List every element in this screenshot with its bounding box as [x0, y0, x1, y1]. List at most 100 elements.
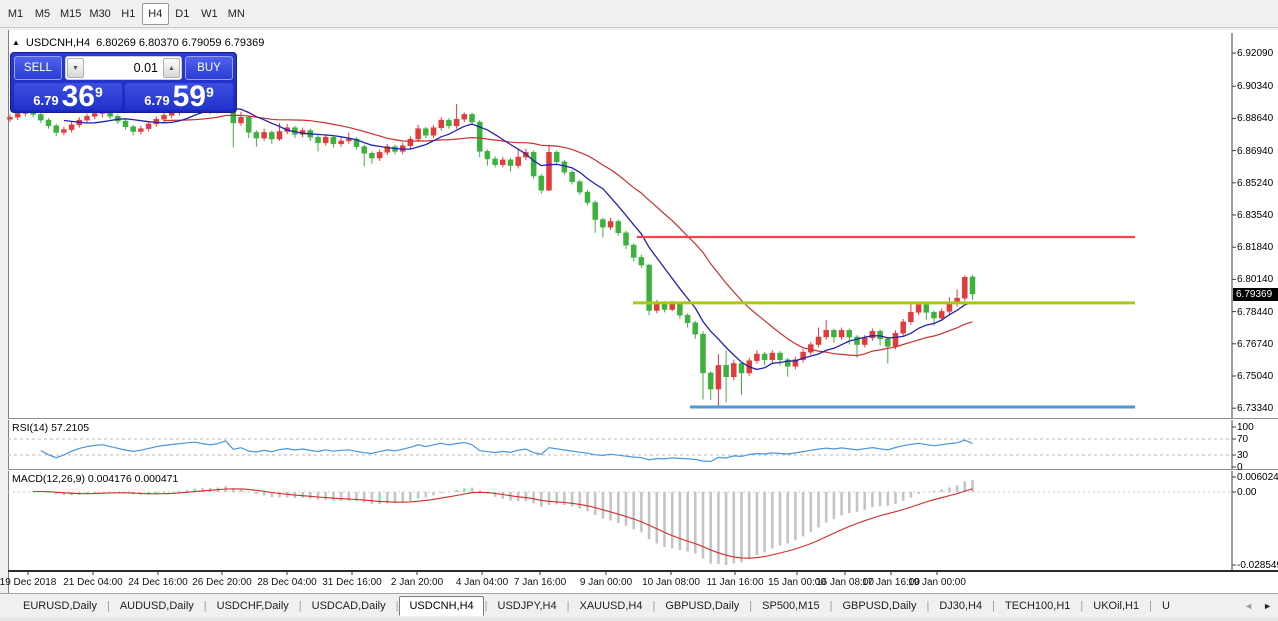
- tab-GBPUSD-Daily[interactable]: GBPUSD,Daily: [665, 599, 740, 612]
- time-axis-label: 21 Dec 04:00: [63, 577, 123, 588]
- buy-price-tile[interactable]: 6.79 59 9: [125, 79, 233, 113]
- time-axis-label: 4 Jan 04:00: [455, 577, 509, 588]
- tab-TECH100-H1[interactable]: TECH100,H1: [1004, 599, 1071, 612]
- price-axis-label: 6.86940: [1237, 145, 1274, 157]
- price-axis-label: 6.73340: [1237, 403, 1274, 415]
- sell-price-sup: 9: [94, 84, 103, 100]
- tab-separator: |: [1149, 599, 1152, 612]
- price-axis-label: 6.81840: [1237, 242, 1274, 254]
- tab-separator: |: [992, 599, 995, 612]
- tab-UKOil-H1[interactable]: UKOil,H1: [1093, 599, 1140, 612]
- rsi-splitter[interactable]: [8, 418, 1278, 420]
- macd-axis-label: -0.028549: [1237, 560, 1278, 571]
- chart-window[interactable]: [8, 30, 1278, 593]
- sell-price-big: 36: [61, 79, 95, 113]
- tab-scroll-right-icon[interactable]: ►: [1263, 600, 1272, 611]
- price-axis-label: 6.85240: [1237, 177, 1274, 189]
- timeframe-button-W1[interactable]: W1: [201, 7, 218, 20]
- tab-scroll-controls: ◄ ►: [1244, 601, 1272, 611]
- buy-price-big: 59: [172, 79, 206, 113]
- chart-header: ▲ USDCNH,H4 6.80269 6.80370 6.79059 6.79…: [12, 37, 264, 49]
- tab-list: EURUSD,Daily | AUDUSD,Daily | USDCHF,Daily | U…: [14, 595, 1179, 616]
- rsi-axis-label: 100: [1237, 422, 1254, 433]
- tab-SP500-M15[interactable]: SP500,M15: [762, 599, 820, 612]
- time-axis-label: 19 Jan 00:00: [908, 577, 966, 588]
- time-axis-label: 9 Jan 00:00: [579, 577, 633, 588]
- tab-XAUUSD-H4[interactable]: XAUUSD,H4: [579, 599, 643, 612]
- tab-separator: |: [749, 599, 753, 612]
- buy-button[interactable]: BUY: [185, 56, 233, 80]
- tab-U[interactable]: U: [1161, 599, 1170, 612]
- time-axis-label: 17 Jan 16:00: [862, 577, 920, 588]
- tab-scroll-left-icon[interactable]: ◄: [1244, 600, 1254, 611]
- tab-DJ30-H4[interactable]: DJ30,H4: [939, 599, 983, 612]
- price-axis-label: 6.88640: [1237, 113, 1274, 125]
- timeframe-button-MN[interactable]: MN: [227, 7, 245, 20]
- sell-price-small: 6.79: [33, 93, 59, 108]
- tab-USDJPY-H4[interactable]: USDJPY,H4: [497, 599, 557, 612]
- tab-USDCNH-H4[interactable]: USDCNH,H4: [399, 595, 484, 616]
- sell-button[interactable]: SELL: [14, 56, 62, 80]
- tab-GBPUSD-Daily[interactable]: GBPUSD,Daily: [842, 599, 917, 612]
- timeframe-toolbar: M1 M5 M15 M30 H1 H4 D1 W1 MN: [0, 0, 1278, 28]
- tab-AUDUSD-Daily[interactable]: AUDUSD,Daily: [119, 599, 194, 612]
- time-axis-label: 26 Dec 20:00: [192, 577, 252, 588]
- window-bottom-edge: [0, 617, 1278, 621]
- tab-separator: |: [395, 599, 399, 612]
- time-axis-label: 10 Jan 08:00: [642, 577, 700, 588]
- tab-separator: |: [829, 599, 833, 612]
- rsi-axis-label: 70: [1237, 434, 1249, 445]
- tab-EURUSD-Daily[interactable]: EURUSD,Daily: [23, 599, 97, 612]
- time-axis-label: 28 Dec 04:00: [257, 577, 317, 588]
- time-axis-label: 24 Dec 16:00: [128, 577, 188, 588]
- macd-axis-label: 0.00: [1237, 487, 1257, 498]
- time-axis-label: 19 Dec 2018: [0, 577, 57, 588]
- price-axis-label: 6.78440: [1237, 306, 1274, 318]
- buy-price-small: 6.79: [144, 93, 170, 108]
- macd-splitter[interactable]: [8, 469, 1278, 471]
- price-axis-label: 6.75040: [1237, 370, 1274, 382]
- current-price-badge: 6.79369: [1233, 288, 1278, 301]
- tab-USDCAD-Daily[interactable]: USDCAD,Daily: [311, 599, 386, 612]
- tab-separator: |: [106, 599, 110, 612]
- volume-decrease-icon[interactable]: ▼: [67, 58, 84, 78]
- price-axis-label: 6.92090: [1237, 48, 1274, 60]
- price-axis-label: 6.80140: [1237, 274, 1274, 286]
- macd-label: MACD(12,26,9) 0.004176 0.000471: [12, 473, 179, 485]
- buy-price-sup: 9: [205, 84, 214, 100]
- chart-ohlc: 6.80269 6.80370 6.79059 6.79369: [96, 37, 265, 49]
- tab-separator: |: [484, 599, 488, 612]
- rsi-label: RSI(14) 57.2105: [12, 422, 90, 434]
- tab-separator: |: [203, 599, 207, 612]
- rsi-axis-label: 30: [1237, 450, 1249, 461]
- timeframe-button-M30[interactable]: M30: [89, 7, 111, 20]
- time-axis-label: 31 Dec 16:00: [322, 577, 382, 588]
- sell-price-tile[interactable]: 6.79 36 9: [14, 79, 122, 113]
- chart-title: USDCNH,H4: [25, 37, 91, 49]
- volume-input[interactable]: 0.01: [133, 61, 158, 75]
- timeframe-button-D1[interactable]: D1: [175, 7, 190, 20]
- timeframe-button-M5[interactable]: M5: [34, 7, 51, 20]
- tab-separator: |: [926, 599, 930, 612]
- tab-separator: |: [1080, 599, 1084, 612]
- timeframe-button-H1[interactable]: H1: [121, 7, 136, 20]
- chart-tab-bar: EURUSD,Daily | AUDUSD,Daily | USDCHF,Daily | U…: [0, 593, 1278, 617]
- one-click-trade-panel: SELL ▼ 0.01 ▲ BUY 6.79 36 9 6.79 59 9: [10, 52, 237, 113]
- timeframe-button-M1[interactable]: M1: [7, 7, 24, 20]
- tab-separator: |: [566, 599, 570, 612]
- collapse-icon[interactable]: ▲: [12, 37, 20, 47]
- tab-separator: |: [652, 599, 656, 612]
- price-axis-label: 6.76740: [1237, 338, 1274, 350]
- time-axis-label: 2 Jan 20:00: [390, 577, 444, 588]
- time-axis-border: [8, 570, 1278, 572]
- timeframe-button-H4[interactable]: H4: [141, 2, 169, 25]
- time-axis-label: 7 Jan 16:00: [513, 577, 567, 588]
- volume-increase-icon[interactable]: ▲: [163, 58, 180, 78]
- volume-control: ▼ 0.01 ▲: [65, 56, 182, 80]
- price-axis-label: 6.90340: [1237, 81, 1274, 93]
- time-axis-label: 15 Jan 00:00: [768, 577, 826, 588]
- timeframe-button-M15[interactable]: M15: [60, 7, 82, 20]
- rsi-axis-label: 0: [1237, 462, 1243, 473]
- tab-USDCHF-Daily[interactable]: USDCHF,Daily: [216, 599, 289, 612]
